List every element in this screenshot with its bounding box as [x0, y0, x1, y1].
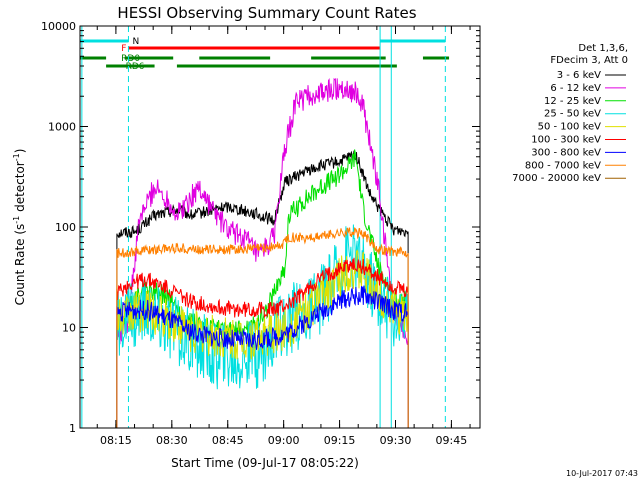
y-label-main: Count Rate (s: [13, 224, 27, 306]
legend-label: 300 - 800 keV: [531, 147, 601, 158]
y-label-mid: detector: [13, 161, 27, 216]
y-tick-label: 1: [69, 422, 76, 435]
y-tick-label: 10: [62, 322, 76, 335]
series-line: [116, 224, 409, 428]
y-label-end: ): [13, 149, 27, 154]
legend-label: 100 - 300 keV: [531, 135, 601, 146]
chart-title: HESSI Observing Summary Count Rates: [117, 4, 416, 22]
x-axis-label: Start Time (09-Jul-17 08:05:22): [171, 456, 359, 470]
series-line: [116, 285, 409, 428]
x-tick-label: 08:45: [212, 434, 244, 447]
axes: 1 10 100 1000 10000 08:15 08:30 08:45 09:00 09:15…: [41, 20, 481, 447]
y-tick-label: 1000: [48, 121, 76, 134]
series-line: [116, 77, 409, 428]
legend-label: 50 - 100 keV: [538, 122, 602, 133]
legend: Det 1,3,6,FDecim 3, Att 0 3 - 6 keV 6 - 12…: [512, 43, 628, 184]
y-tick-label: 10000: [41, 20, 76, 33]
legend-label: 7000 - 20000 keV: [512, 173, 601, 184]
x-tick-label: 08:15: [100, 434, 132, 447]
y-tick-label: 100: [55, 221, 76, 234]
x-tick-label: 09:30: [380, 434, 412, 447]
flag-label: F: [121, 44, 126, 54]
series-line: [116, 149, 409, 428]
x-tick-label: 09:45: [436, 434, 468, 447]
x-tick-label: 08:30: [156, 434, 188, 447]
legend-label: 25 - 50 keV: [544, 109, 601, 120]
y-axis-label: Count Rate (s-1 detector-1): [12, 149, 27, 306]
flag-label: N: [132, 37, 139, 47]
series-line: [116, 150, 409, 428]
x-tick-label: 09:00: [268, 434, 300, 447]
plot-frame: [79, 25, 481, 429]
series-line: [116, 227, 409, 428]
flag-bars: NFRD0RD6: [80, 37, 450, 72]
legend-header: Det 1,3,6,: [578, 43, 628, 54]
legend-label: 12 - 25 keV: [544, 96, 601, 107]
y-label-sup1: -1: [12, 216, 21, 224]
footer-date: 10-Jul-2017 07:43: [566, 469, 638, 478]
y-label-sup2: -1: [12, 153, 21, 161]
series-lines: [116, 77, 409, 428]
legend-label: 6 - 12 keV: [550, 83, 601, 94]
legend-label: 3 - 6 keV: [557, 70, 601, 81]
flag-label: RD6: [126, 62, 145, 72]
legend-label: 800 - 7000 keV: [525, 160, 601, 171]
x-tick-label: 09:15: [324, 434, 356, 447]
legend-header: FDecim 3, Att 0: [550, 55, 628, 66]
series-line: [116, 257, 409, 428]
